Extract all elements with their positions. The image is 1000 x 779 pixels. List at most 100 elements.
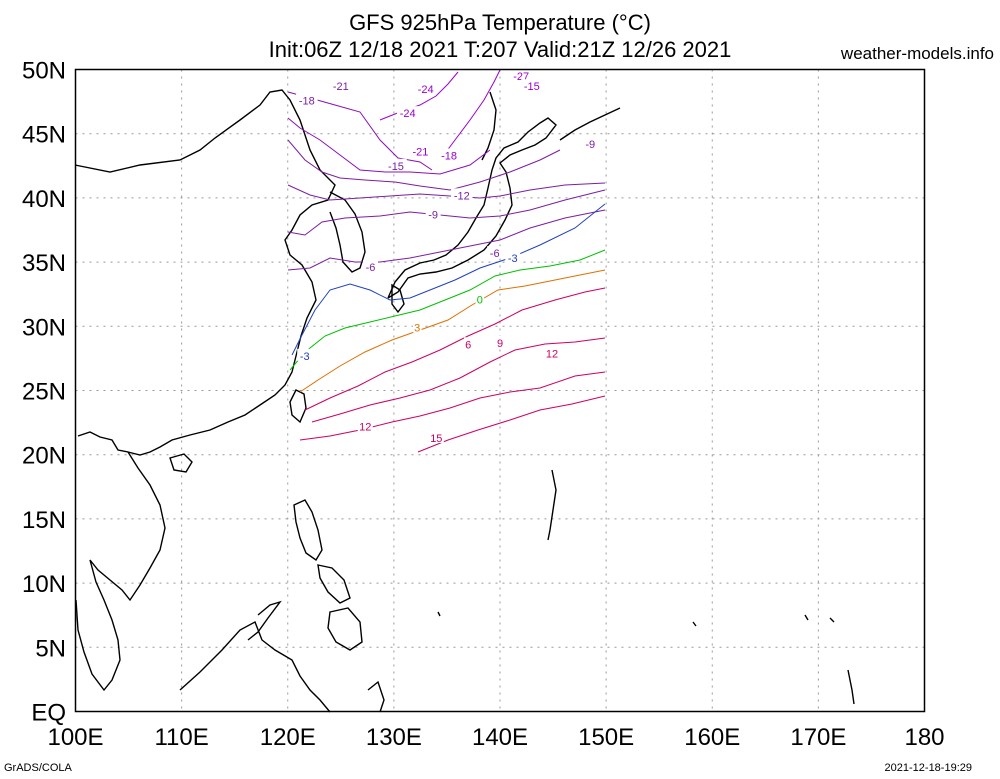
y-tick-label: 50N <box>22 58 66 85</box>
x-tick-label: 150E <box>578 724 634 751</box>
contour-15 <box>417 395 606 453</box>
contour-minus24 <box>379 71 459 121</box>
contour-label: -3 <box>508 253 518 265</box>
contour-label-bg <box>495 335 505 348</box>
y-tick-label: 45N <box>22 122 66 149</box>
contour-label-bg <box>296 93 318 106</box>
contour-label-bg <box>357 419 373 432</box>
y-tick-label: 5N <box>35 635 66 662</box>
contour-label: -21 <box>333 81 349 93</box>
temperature-contours <box>287 69 606 453</box>
coastlines <box>74 89 855 713</box>
contour-label-bg <box>414 81 437 94</box>
contour-label-bg <box>487 246 503 259</box>
contour-label: -6 <box>366 262 376 274</box>
contour-label: -15 <box>524 81 540 93</box>
contour-label-bg <box>438 148 460 161</box>
x-tick-label: 140E <box>472 724 528 751</box>
coastline-palawan <box>247 600 282 641</box>
contour-label: 12 <box>359 421 371 433</box>
contour-label-bg <box>385 158 407 171</box>
contour-label: 0 <box>477 294 483 306</box>
contour-label-bg <box>582 136 598 149</box>
coastline-kyushu <box>391 283 405 314</box>
contour-label: -21 <box>412 147 428 159</box>
y-tick-label: 30N <box>22 314 66 341</box>
x-tick-label: 170E <box>790 724 846 751</box>
x-tick-label: 120E <box>260 724 316 751</box>
coastline-mindanao <box>327 607 363 651</box>
grads-credit: GrADS/COLA <box>4 762 72 774</box>
y-tick-label: EQ <box>31 700 66 727</box>
coastline-taiwan <box>289 389 307 424</box>
y-tick-label: 35N <box>22 250 66 277</box>
plot-frame <box>74 68 926 713</box>
y-tick-label: 20N <box>22 443 66 470</box>
contour-3 <box>299 269 606 393</box>
contour-label-bg <box>475 292 485 305</box>
contour-label: -3 <box>300 351 310 363</box>
contour-minus6 <box>287 209 606 271</box>
x-tick-label: 130E <box>366 724 422 751</box>
contour-label-bg <box>428 431 444 444</box>
contour-label: -24 <box>400 108 416 120</box>
contour-label: 6 <box>465 339 471 351</box>
contour-label: -24 <box>418 84 434 96</box>
contour-label-bg <box>363 260 379 273</box>
contour-label-bg <box>330 79 352 92</box>
coastline-korea <box>329 191 366 273</box>
contour-12 <box>299 371 606 441</box>
coastline-indochina <box>75 451 166 692</box>
contour-minus12 <box>287 182 606 201</box>
contour-label-bg <box>412 320 422 333</box>
coastline-sulawesi <box>367 680 385 713</box>
contour-label: 15 <box>430 433 442 445</box>
contour-9 <box>311 337 606 423</box>
axis-tick-labels: 100E 110E 120E 130E 140E 150E 160E 170E 180 50N 45… <box>22 58 945 752</box>
site-credit: weather-models.info <box>840 44 994 63</box>
contour-minus15 <box>287 139 561 191</box>
contour-label: -18 <box>299 95 315 107</box>
contour-labels: -27-21 -24 -15-18-24-9-21 -18-15-12-9-6-6-3… <box>296 68 598 445</box>
contour-label-bg <box>396 106 419 119</box>
contour-label: -9 <box>585 139 595 151</box>
gridlines <box>75 69 925 712</box>
contour-label: 9 <box>497 338 503 350</box>
coastline-pacific-islands <box>437 611 855 705</box>
x-tick-label: 110E <box>154 724 208 751</box>
contour-label-bg <box>521 79 543 92</box>
contour-label-bg <box>463 337 473 350</box>
chart-subtitle: Init:06Z 12/18 2021 T:207 Valid:21Z 12/2… <box>268 37 732 62</box>
contour-label-bg <box>425 207 441 220</box>
coastline-borneo <box>179 621 331 713</box>
contour-label-bg <box>505 251 521 264</box>
contour-6 <box>304 287 606 411</box>
coastline-kurils <box>559 107 621 141</box>
y-tick-label: 10N <box>22 571 66 598</box>
chart-title: GFS 925hPa Temperature (°C) <box>349 10 651 35</box>
coastline-mainland <box>74 89 336 456</box>
contour-label-bg <box>544 346 560 359</box>
coastline-visayas <box>317 564 351 604</box>
y-tick-label: 15N <box>22 507 66 534</box>
x-tick-label: 160E <box>684 724 740 751</box>
contour-label: -6 <box>490 248 500 260</box>
contour-label-bg <box>510 68 532 81</box>
x-tick-label: 100E <box>47 724 103 751</box>
contour-minus3 <box>291 203 606 356</box>
contour-minus9 <box>287 189 606 236</box>
contour-label-bg <box>297 348 313 361</box>
contour-minus27 <box>439 69 501 161</box>
contour-label: -15 <box>388 161 404 173</box>
contour-label-bg <box>409 144 432 157</box>
contour-minus18 <box>287 117 491 175</box>
x-tick-label: 180 <box>904 724 944 751</box>
contour-label: -9 <box>428 210 438 222</box>
generated-timestamp: 2021-12-18-19:29 <box>884 762 972 774</box>
contour-label: -18 <box>441 151 457 163</box>
contour-label-bg <box>451 188 473 201</box>
contour-label: 3 <box>414 323 420 335</box>
contour-label: 12 <box>546 348 558 360</box>
coastline-marianas <box>547 469 557 541</box>
